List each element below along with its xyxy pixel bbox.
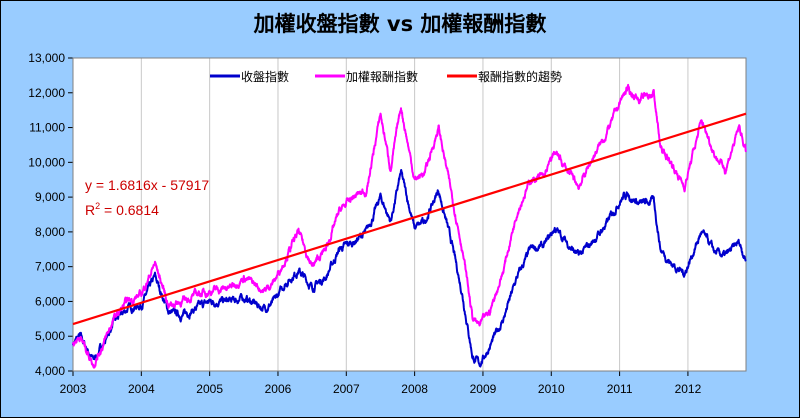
series-line-0 (72, 169, 747, 368)
r-squared: R2 = 0.6814 (85, 201, 159, 218)
y-tick-label: 13,000 (28, 51, 65, 65)
plot-area (73, 58, 746, 371)
y-tick-label: 6,000 (35, 294, 65, 308)
r2-prefix: R (85, 202, 95, 218)
r2-superscript: 2 (95, 201, 100, 211)
x-tick-label: 2008 (401, 382, 428, 396)
y-tick-label: 12,000 (28, 86, 65, 100)
plot-border (72, 57, 747, 372)
y-tick-label: 9,000 (35, 190, 65, 204)
y-tick-label: 4,000 (35, 364, 65, 378)
y-tick-label: 5,000 (35, 329, 65, 343)
y-tick-label: 11,000 (29, 121, 65, 135)
legend-label-2: 報酬指數的趨勢 (478, 69, 562, 84)
x-tick-label: 2007 (333, 382, 360, 396)
x-tick-label: 2006 (265, 382, 292, 396)
x-tick-label: 2004 (128, 382, 155, 396)
x-tick-label: 2011 (607, 382, 633, 396)
legend-label-0: 收盤指數 (241, 69, 289, 84)
x-tick-label: 2009 (470, 382, 497, 396)
chart-title: 加權收盤指數 vs 加權報酬指數 (253, 12, 547, 36)
y-tick-label: 7,000 (35, 260, 65, 274)
y-tick-label: 10,000 (28, 155, 65, 169)
series-line-2 (72, 112, 747, 326)
y-tick-label: 8,000 (35, 225, 65, 239)
x-tick-label: 2012 (675, 382, 702, 396)
legend-label-1: 加權報酬指數 (346, 69, 418, 84)
trend-equation: y = 1.6816x - 57917 (85, 177, 209, 193)
x-tick-label: 2005 (196, 382, 223, 396)
x-tick-label: 2003 (60, 382, 87, 396)
r2-value: = 0.6814 (100, 202, 159, 218)
x-tick-label: 2010 (538, 382, 565, 396)
series-line-1 (72, 83, 747, 369)
